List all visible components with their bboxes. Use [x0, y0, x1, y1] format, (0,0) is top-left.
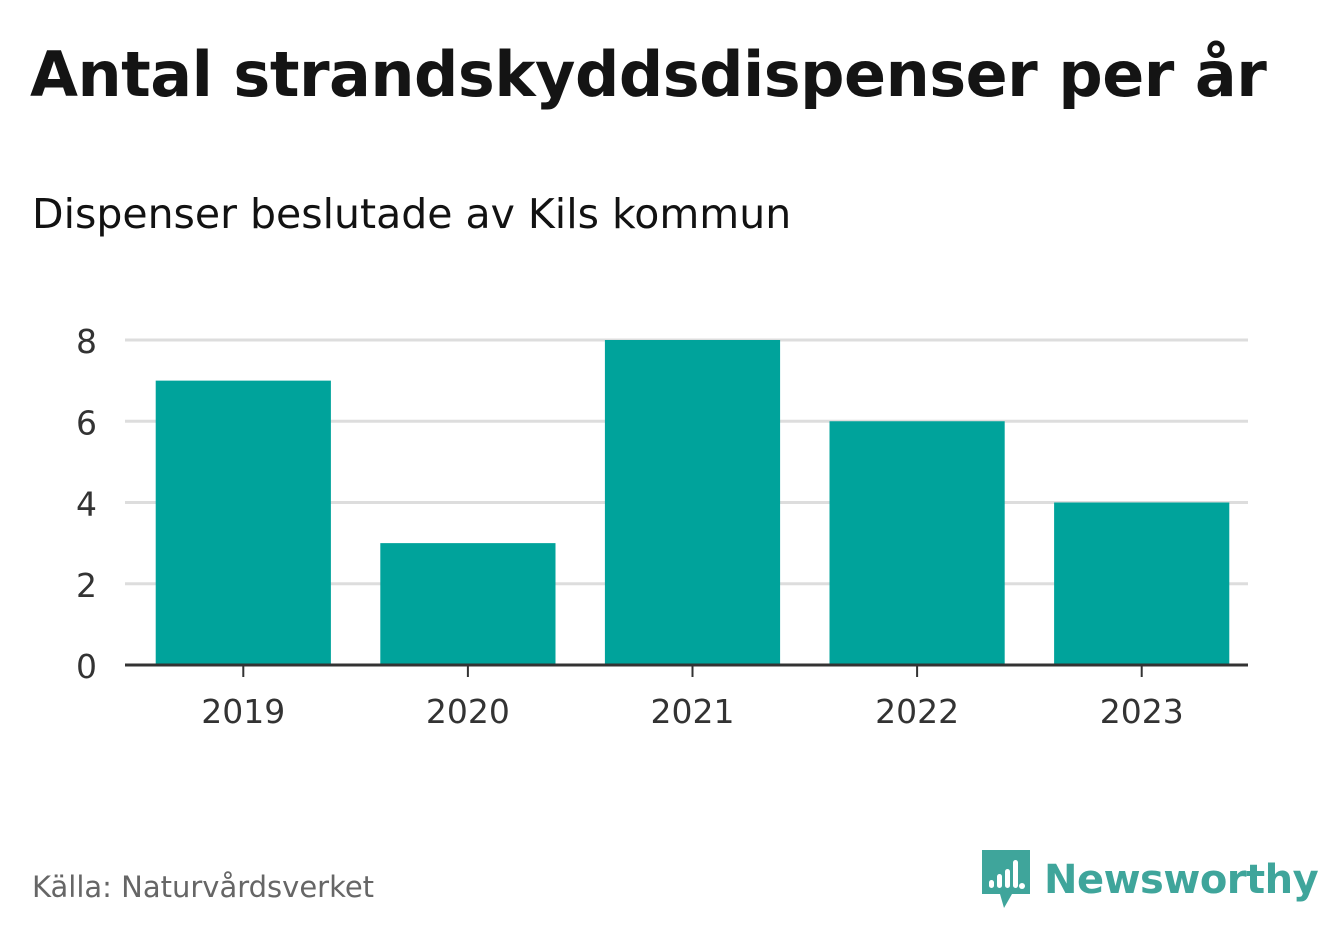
y-tick-label: 4 — [76, 485, 97, 524]
bars — [155, 340, 1230, 665]
x-tick-label: 2019 — [201, 692, 285, 731]
y-tick-label: 0 — [76, 647, 97, 686]
bar-2023 — [1054, 502, 1230, 665]
bar-2019 — [155, 380, 331, 665]
bar-2021 — [604, 340, 781, 665]
brand-name: Newsworthy — [1044, 857, 1319, 903]
bar-2022 — [829, 421, 1005, 665]
brand-logo: Newsworthy — [982, 850, 1319, 910]
y-tick-label: 2 — [76, 566, 97, 605]
chart-subtitle: Dispenser beslutade av Kils kommun — [32, 190, 792, 238]
y-tick-label: 6 — [76, 403, 97, 442]
source-note: Källa: Naturvårdsverket — [32, 870, 375, 904]
chart-title: Antal strandskyddsdispenser per år — [30, 38, 1267, 111]
x-tick-label: 2023 — [1100, 692, 1184, 731]
x-tick-label: 2020 — [426, 692, 510, 731]
y-tick-label: 8 — [76, 322, 97, 361]
x-tick-label: 2021 — [651, 692, 735, 731]
tick-labels: 0 2 4 6 8 2019 2020 2021 2022 2023 — [76, 322, 1184, 731]
bar-2020 — [380, 543, 556, 665]
bar-chart-speech-bubble-icon — [982, 850, 1030, 908]
x-tick-label: 2022 — [875, 692, 959, 731]
x-axis — [125, 663, 1248, 677]
